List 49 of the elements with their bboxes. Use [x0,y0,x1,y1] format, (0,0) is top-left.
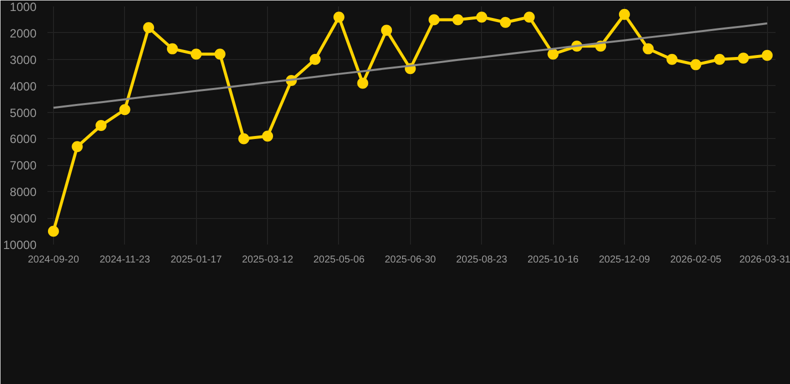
y-tick-label: 3000 [10,52,37,67]
y-tick-label: 8000 [10,185,37,200]
point [762,50,773,61]
point [96,120,107,131]
point [548,48,559,60]
point [214,48,226,60]
y-tick-label: 9000 [10,212,37,226]
point [452,14,464,26]
line-series [52,22,768,109]
point [190,48,202,60]
x-tick-label: 2025-08-23 [456,254,508,266]
y-tick-label: 6000 [10,132,37,146]
point [690,59,702,70]
y-tick-label: 7000 [10,158,37,173]
point [476,12,488,23]
point [119,104,130,116]
y-tick-label: 4000 [10,79,37,94]
x-tick-label: 2024-11-23 [100,254,150,266]
point [738,52,749,64]
y-tick-label: 1000 [10,0,37,14]
x-tick-label: 2025-06-30 [384,254,436,266]
point [72,141,83,152]
point [381,24,392,36]
point [500,16,511,28]
y-tick-label: 5000 [10,106,37,120]
x-tick-label: 2024-09-20 [28,254,80,266]
x-tick-label: 2025-03-12 [242,254,294,266]
point [714,54,726,65]
y-tick-label: 2000 [10,26,37,40]
point [238,133,250,144]
x-tick-label: 2025-01-17 [170,254,222,266]
x-tick-label: 2025-12-09 [598,254,650,266]
x-tick-label: 2025-05-06 [313,254,365,266]
point [357,78,368,89]
x-tick-label: 2026-03-31 [739,254,790,266]
point [143,22,154,34]
point [166,43,178,54]
point [310,54,321,65]
x-tick-label: 2025-10-16 [527,254,580,266]
point [48,226,59,237]
point [618,8,630,20]
y-tick-label: 10000 [3,238,37,252]
point [642,43,654,54]
point [333,12,344,23]
point [524,12,535,23]
x-tick-label: 2026-02-05 [670,254,722,266]
point [262,130,274,142]
point [666,54,678,65]
point [428,14,440,26]
